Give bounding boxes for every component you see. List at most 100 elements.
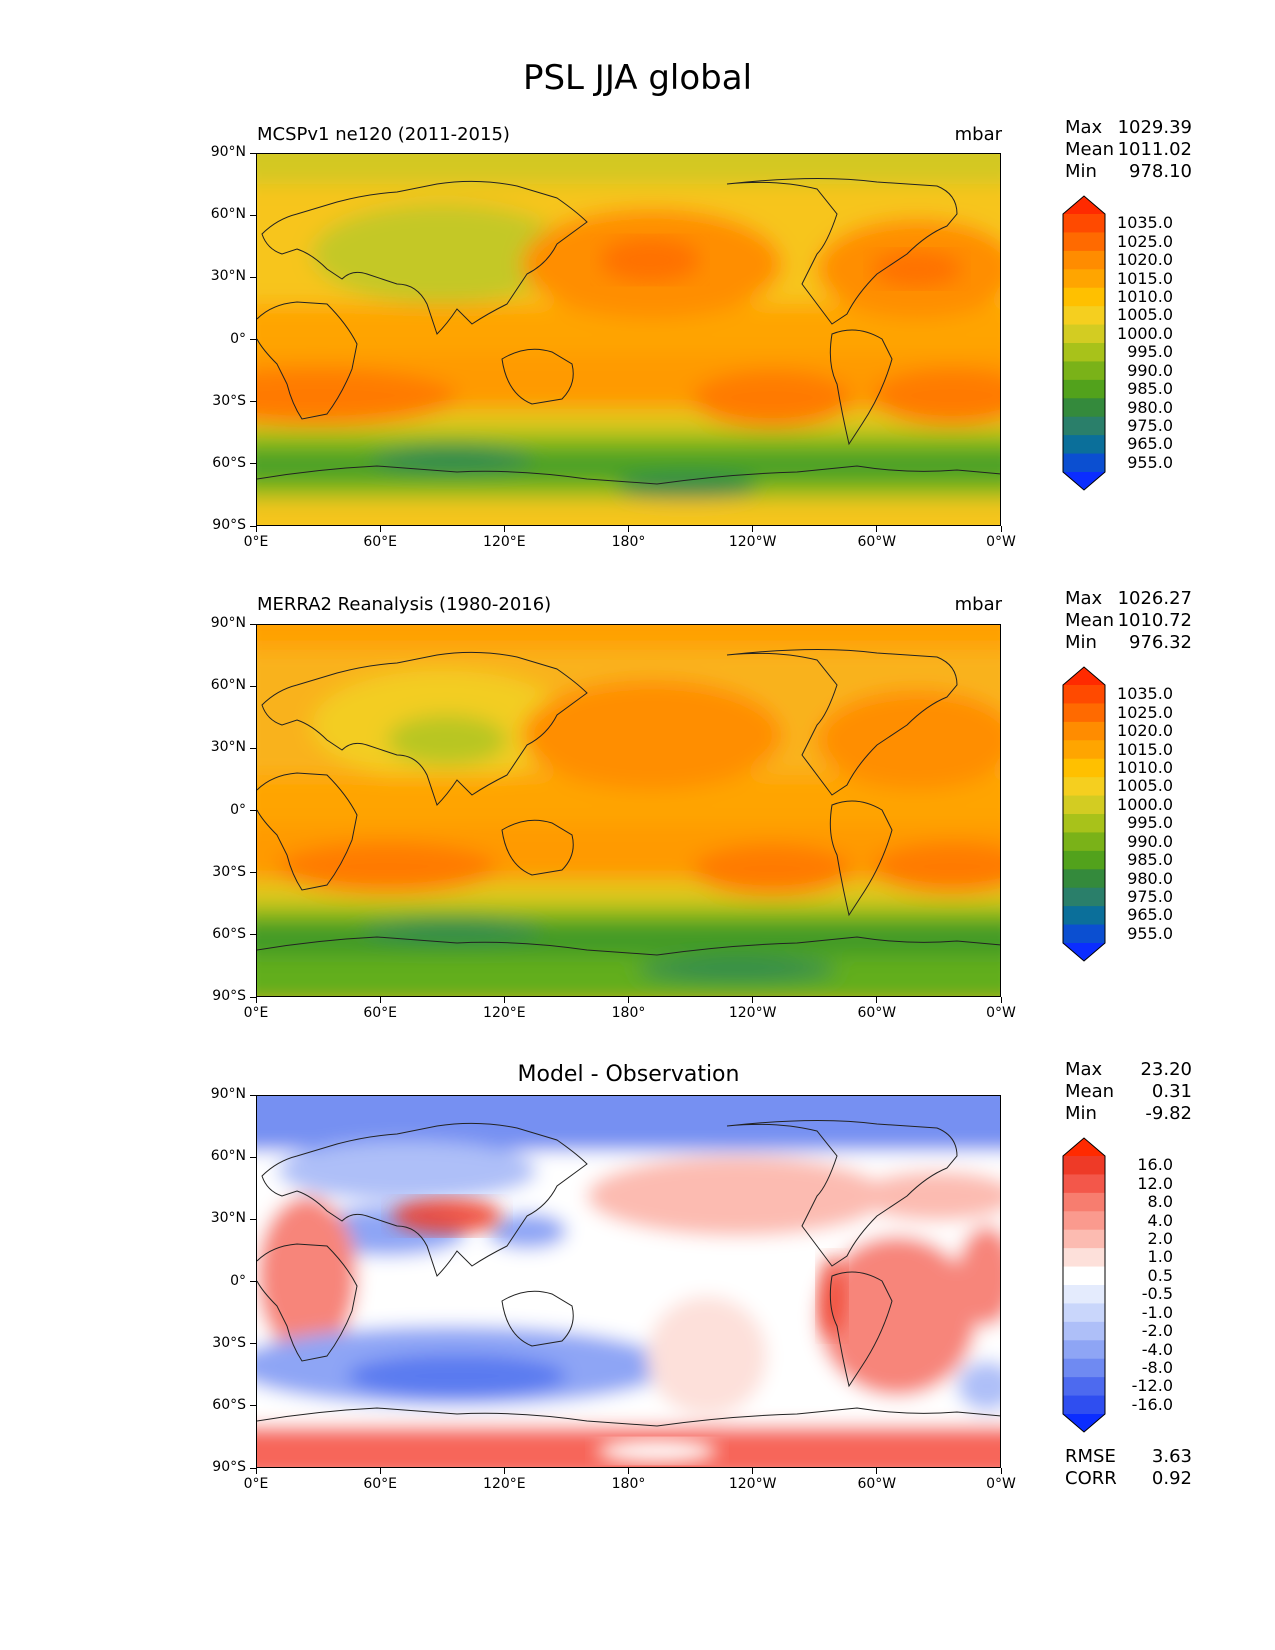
lat-tick-mark bbox=[250, 214, 256, 216]
colorbar-swatch bbox=[1063, 1192, 1105, 1212]
lon-tick-label: 0°W bbox=[986, 1476, 1016, 1492]
colorbar-tick-label: 2.0 bbox=[1147, 1228, 1173, 1248]
lon-tick-mark bbox=[255, 1468, 257, 1474]
colorbar-tick-label: 1000.0 bbox=[1117, 323, 1173, 343]
colorbar-swatch bbox=[1063, 1358, 1105, 1378]
colorbar-swatch bbox=[1063, 740, 1105, 760]
colorbar-tick-label: 1000.0 bbox=[1117, 794, 1173, 814]
lat-tick-label: 90°N bbox=[210, 615, 246, 631]
colorbar-swatch bbox=[1063, 379, 1105, 399]
lat-tick-mark bbox=[250, 1218, 256, 1220]
colorbar-tick-label: 975.0 bbox=[1127, 415, 1173, 435]
lat-tick-mark bbox=[250, 525, 256, 527]
units-label-obs: mbar bbox=[954, 594, 1002, 615]
colorbar-tick-label: 0.5 bbox=[1147, 1265, 1173, 1285]
lon-tick-mark bbox=[503, 1468, 505, 1474]
units-label-model: mbar bbox=[954, 124, 1002, 145]
colorbar-tick-label: 1010.0 bbox=[1117, 757, 1173, 777]
colorbar-tick-label: -8.0 bbox=[1141, 1357, 1173, 1377]
rmse-label: RMSE bbox=[1065, 1446, 1116, 1467]
colorbar-swatch bbox=[1063, 1248, 1105, 1268]
stat-min-label-obs: Min bbox=[1065, 632, 1097, 653]
colorbar-extend-min bbox=[1063, 1414, 1105, 1432]
lat-tick-label: 90°N bbox=[210, 1086, 246, 1102]
colorbar-swatch bbox=[1063, 814, 1105, 834]
colorbar-swatch bbox=[1063, 1156, 1105, 1176]
lat-tick-mark bbox=[250, 1156, 256, 1158]
lon-tick-label: 120°W bbox=[728, 1476, 777, 1492]
lat-tick-label: 30°N bbox=[210, 268, 246, 285]
lat-tick-mark bbox=[250, 1405, 256, 1407]
colorbar-tick-label: 1020.0 bbox=[1117, 721, 1173, 741]
colorbar-swatch bbox=[1063, 324, 1105, 344]
lon-tick-mark bbox=[503, 526, 505, 532]
stat-min-label-diff: Min bbox=[1065, 1103, 1097, 1124]
colorbar-swatch bbox=[1063, 685, 1105, 705]
colorbar-tick-label: 1035.0 bbox=[1117, 684, 1173, 704]
lon-tick-mark bbox=[628, 526, 629, 532]
colorbar-tick-label: 975.0 bbox=[1127, 886, 1173, 906]
stat-max-label-obs: Max bbox=[1065, 588, 1103, 609]
lon-tick-mark bbox=[379, 997, 381, 1003]
stat-mean-value-diff: 0.31 bbox=[1151, 1081, 1192, 1102]
panel-title-diff: Model - Observation bbox=[517, 1062, 740, 1087]
map-model-svg bbox=[257, 154, 1000, 525]
lon-tick-label: 0°W bbox=[986, 534, 1016, 550]
map-obs-svg bbox=[257, 625, 1000, 996]
lon-tick-mark bbox=[503, 997, 505, 1003]
colorbar-tick-label: -0.5 bbox=[1141, 1284, 1173, 1304]
lat-tick-mark bbox=[250, 996, 256, 998]
colorbar-swatch bbox=[1063, 1340, 1105, 1360]
colorbar-tick-label: 8.0 bbox=[1147, 1192, 1173, 1212]
colorbar-swatch bbox=[1063, 1174, 1105, 1194]
lat-tick-mark bbox=[250, 1281, 256, 1282]
lat-tick-label: 60°N bbox=[210, 206, 246, 223]
colorbar-tick-label: 1025.0 bbox=[1117, 231, 1173, 251]
panel-title-model: MCSPv1 ne120 (2011-2015) bbox=[257, 124, 510, 145]
colorbar-swatch bbox=[1063, 214, 1105, 234]
colorbar-swatch bbox=[1063, 924, 1105, 944]
lat-tick-mark bbox=[250, 747, 256, 749]
map-obs bbox=[256, 624, 1001, 997]
colorbar-tick-label: 1020.0 bbox=[1117, 250, 1173, 270]
colorbar-outline bbox=[1062, 666, 1106, 962]
colorbar-swatch bbox=[1063, 777, 1105, 797]
lat-tick-mark bbox=[250, 1467, 256, 1469]
colorbar-swatch bbox=[1063, 1211, 1105, 1231]
lon-tick-mark bbox=[255, 526, 257, 532]
stat-min-value-diff: -9.82 bbox=[1145, 1103, 1192, 1124]
colorbar-tick-label: 955.0 bbox=[1127, 923, 1173, 943]
lat-tick-label: 0° bbox=[230, 801, 246, 818]
corr-label: CORR bbox=[1065, 1468, 1117, 1489]
lon-tick-label: 180° bbox=[611, 534, 646, 550]
lon-tick-label: 120°E bbox=[483, 1476, 526, 1492]
colorbar-tick-label: 16.0 bbox=[1137, 1155, 1173, 1175]
lon-tick-label: 0°E bbox=[243, 534, 269, 550]
colorbar-extend-min bbox=[1063, 472, 1105, 490]
colorbar-swatch bbox=[1063, 906, 1105, 926]
colorbar-tick-label: 995.0 bbox=[1127, 813, 1173, 833]
colorbar-swatch bbox=[1063, 361, 1105, 381]
stat-min-label-model: Min bbox=[1065, 161, 1097, 182]
lat-tick-label: 90°S bbox=[212, 988, 246, 1004]
stat-mean-label-model: Mean bbox=[1065, 139, 1115, 160]
colorbar-swatch bbox=[1063, 398, 1105, 418]
lat-tick-label: 0° bbox=[230, 330, 246, 347]
stat-min-value-model: 978.10 bbox=[1129, 161, 1192, 182]
lat-tick-mark bbox=[250, 401, 256, 403]
lon-tick-label: 120°W bbox=[728, 1005, 777, 1021]
colorbar-swatch bbox=[1063, 287, 1105, 307]
colorbar-swatch bbox=[1063, 453, 1105, 473]
colorbar-swatch bbox=[1063, 232, 1105, 252]
lon-tick-label: 60°E bbox=[363, 1476, 397, 1492]
lat-tick-label: 30°S bbox=[212, 392, 246, 409]
lon-tick-label: 60°W bbox=[857, 1476, 897, 1492]
lon-tick-mark bbox=[379, 1468, 381, 1474]
colorbar-tick-label: 955.0 bbox=[1127, 452, 1173, 472]
lat-tick-label: 90°S bbox=[212, 517, 246, 533]
stat-max-value-obs: 1026.27 bbox=[1117, 588, 1192, 609]
map-diff bbox=[256, 1095, 1001, 1468]
colorbar-tick-label: 980.0 bbox=[1127, 868, 1173, 888]
lat-tick-mark bbox=[250, 152, 256, 154]
lat-tick-label: 60°N bbox=[210, 1148, 246, 1165]
